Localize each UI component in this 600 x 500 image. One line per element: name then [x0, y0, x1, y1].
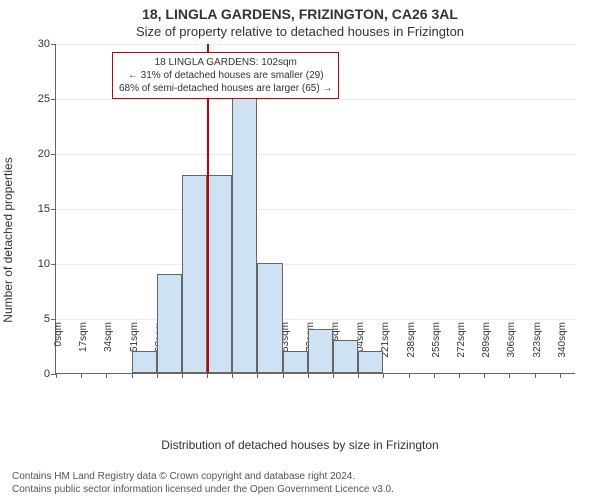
- grid-line: [56, 209, 575, 210]
- histogram-bar: [182, 175, 207, 373]
- x-tick-label: 17sqm: [78, 322, 89, 377]
- x-tick-label: 0sqm: [53, 322, 64, 377]
- annotation-line: ← 31% of detached houses are smaller (29…: [119, 69, 332, 82]
- y-axis-label: Number of detached properties: [1, 157, 15, 322]
- footer-line-1: Contains HM Land Registry data © Crown c…: [12, 470, 588, 483]
- x-tick-label: 306sqm: [506, 322, 517, 377]
- x-axis-label: Distribution of detached houses by size …: [0, 438, 600, 452]
- chart-container: 18, LINGLA GARDENS, FRIZINGTON, CA26 3AL…: [0, 0, 600, 500]
- x-tick-label: 255sqm: [431, 322, 442, 377]
- x-tick-label: 238sqm: [406, 322, 417, 377]
- y-tick-label: 10: [38, 258, 56, 270]
- y-tick-label: 25: [38, 93, 56, 105]
- plot-area: 0510152025300sqm17sqm34sqm51sqm68sqm85sq…: [55, 44, 575, 374]
- histogram-bar: [157, 274, 182, 373]
- annotation-line: 68% of semi-detached houses are larger (…: [119, 82, 332, 95]
- histogram-bar: [358, 351, 383, 373]
- histogram-bar: [207, 175, 232, 373]
- x-tick-label: 340sqm: [557, 322, 568, 377]
- grid-line: [56, 99, 575, 100]
- y-tick-label: 20: [38, 148, 56, 160]
- grid-line: [56, 44, 575, 45]
- x-tick-label: 34sqm: [103, 322, 114, 377]
- x-tick-label: 323sqm: [532, 322, 543, 377]
- grid-line: [56, 264, 575, 265]
- annotation-box: 18 LINGLA GARDENS: 102sqm← 31% of detach…: [112, 52, 339, 99]
- x-tick-label: 289sqm: [481, 322, 492, 377]
- histogram-bar: [232, 98, 257, 373]
- x-tick-label: 272sqm: [456, 322, 467, 377]
- grid-line: [56, 319, 575, 320]
- y-tick-label: 30: [38, 38, 56, 50]
- annotation-line: 18 LINGLA GARDENS: 102sqm: [119, 56, 332, 69]
- histogram-bar: [333, 340, 358, 373]
- histogram-bar: [283, 351, 308, 373]
- chart-subtitle: Size of property relative to detached ho…: [0, 24, 600, 39]
- y-tick-label: 15: [38, 203, 56, 215]
- footer-attribution: Contains HM Land Registry data © Crown c…: [12, 470, 588, 496]
- histogram-bar: [257, 263, 282, 373]
- histogram-bar: [308, 329, 333, 373]
- chart-title: 18, LINGLA GARDENS, FRIZINGTON, CA26 3AL: [0, 6, 600, 22]
- histogram-bar: [132, 351, 157, 373]
- grid-line: [56, 154, 575, 155]
- footer-line-2: Contains public sector information licen…: [12, 483, 588, 496]
